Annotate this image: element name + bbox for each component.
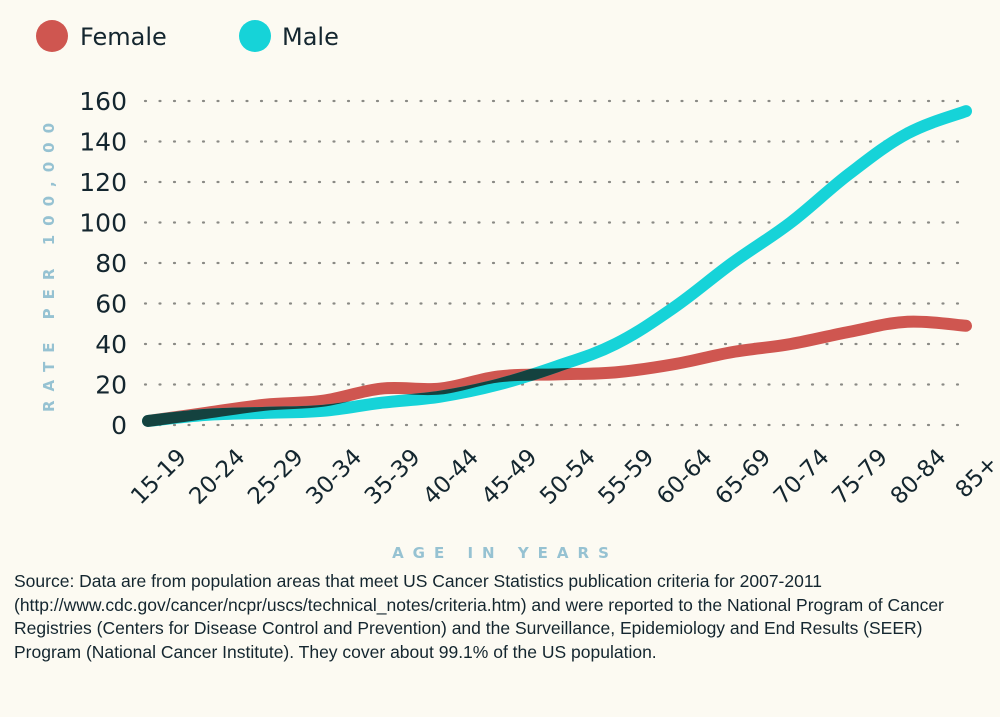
y-tick-label: 80 xyxy=(95,249,127,278)
legend-item-female[interactable]: Female xyxy=(36,20,167,52)
source-note: Source: Data are from population areas t… xyxy=(14,571,944,662)
x-tick-label: 65-69 xyxy=(711,444,777,510)
x-axis-title: AGE IN YEARS xyxy=(392,544,618,562)
y-tick-label: 60 xyxy=(95,290,127,319)
legend-swatch-male xyxy=(239,20,271,52)
legend-label-female: Female xyxy=(80,23,167,51)
x-tick-label: 55-59 xyxy=(594,444,660,510)
x-axis-ticks: 15-1920-2425-2930-3435-3940-4445-4950-54… xyxy=(126,444,1000,510)
gridlines xyxy=(143,99,962,427)
y-tick-label: 100 xyxy=(79,209,127,238)
y-tick-label: 140 xyxy=(79,128,127,157)
y-axis-title: RATE PER 100,000 xyxy=(40,114,58,412)
y-tick-label: 40 xyxy=(95,330,127,359)
y-tick-label: 0 xyxy=(111,411,127,440)
x-tick-label: 20-24 xyxy=(185,444,251,510)
legend-label-male: Male xyxy=(282,23,339,51)
x-tick-label: 80-84 xyxy=(886,444,952,510)
y-tick-label: 120 xyxy=(79,168,127,197)
x-tick-label: 35-39 xyxy=(360,444,426,510)
x-tick-label: 75-79 xyxy=(827,444,893,510)
series-overlap xyxy=(142,105,972,427)
legend-swatch-female xyxy=(36,20,68,52)
y-tick-label: 160 xyxy=(79,87,127,116)
x-tick-label: 15-19 xyxy=(126,444,192,510)
x-tick-label: 25-29 xyxy=(243,444,309,510)
series-lines xyxy=(142,105,972,427)
legend: Female Male xyxy=(36,20,339,52)
x-tick-label: 40-44 xyxy=(418,444,484,510)
x-tick-label: 70-74 xyxy=(769,444,835,510)
x-tick-label: 30-34 xyxy=(302,444,368,510)
y-axis-ticks: 0 20 40 60 80 100 120 140 160 xyxy=(79,87,127,440)
x-tick-label: 85+ xyxy=(951,451,1000,504)
legend-item-male[interactable]: Male xyxy=(239,20,339,52)
x-tick-label: 60-64 xyxy=(652,444,718,510)
series-line-female[interactable] xyxy=(142,315,972,427)
x-tick-label: 50-54 xyxy=(535,444,601,510)
x-tick-label: 45-49 xyxy=(477,444,543,510)
y-tick-label: 20 xyxy=(95,371,127,400)
